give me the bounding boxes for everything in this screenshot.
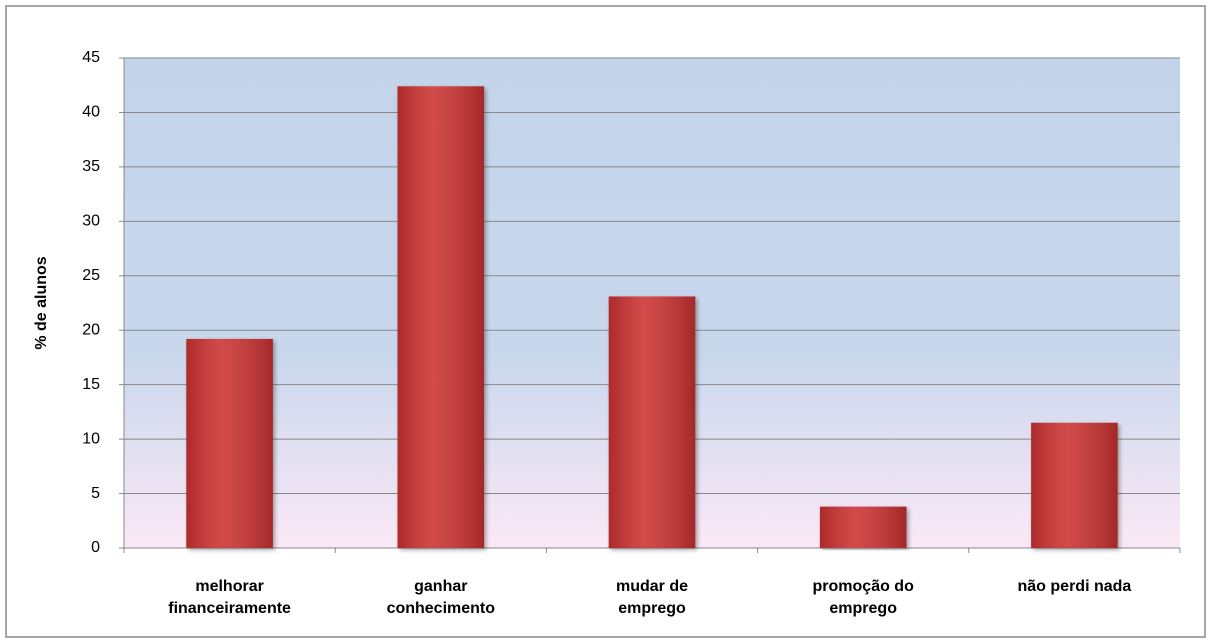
x-tick-label: ganhar [414, 578, 467, 595]
y-axis-label: % de alunos [33, 256, 50, 349]
bar-shading [819, 506, 907, 548]
y-tick-label: 20 [82, 321, 100, 338]
x-tick-label: promoção do [813, 578, 915, 595]
bar-shading [608, 296, 696, 548]
y-tick-label: 35 [82, 158, 100, 175]
x-tick-label: não perdi nada [1018, 578, 1132, 595]
x-tick-label: emprego [618, 600, 686, 617]
y-tick-label: 5 [91, 485, 100, 502]
y-tick-label: 15 [82, 376, 100, 393]
x-tick-label: emprego [829, 600, 897, 617]
bar-shading [186, 338, 273, 548]
x-tick-label: mudar de [616, 578, 688, 595]
y-tick-label: 40 [82, 104, 100, 121]
x-tick-label: melhorar [195, 578, 263, 595]
y-tick-label: 30 [82, 213, 100, 230]
y-tick-label: 10 [82, 430, 100, 447]
x-tick-label: financeiramente [168, 600, 291, 617]
y-tick-label: 25 [82, 267, 100, 284]
y-tick-label: 0 [91, 539, 100, 556]
bar-shading [1031, 422, 1118, 548]
y-tick-label: 45 [82, 49, 100, 66]
x-tick-label: conhecimento [387, 600, 496, 617]
bar-shading [397, 86, 485, 549]
